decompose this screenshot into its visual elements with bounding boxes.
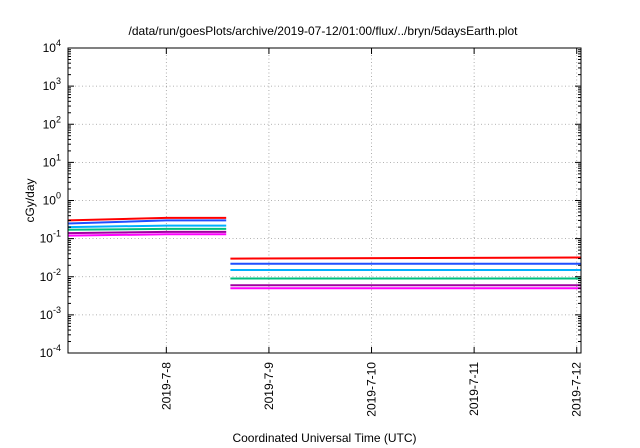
y-tick-label: 104 <box>43 38 61 55</box>
y-tick-label: 101 <box>43 152 61 169</box>
y-axis-label: cGy/day <box>23 178 37 222</box>
y-tick-label: 102 <box>43 114 61 131</box>
series-line <box>230 256 582 260</box>
y-tick-label: 100 <box>43 191 61 208</box>
y-tick-label: 10-4 <box>40 343 61 360</box>
x-axis-label: Coordinated Universal Time (UTC) <box>232 431 416 445</box>
series-line <box>67 219 227 225</box>
grid <box>68 48 581 353</box>
chart-title: /data/run/goesPlots/archive/2019-07-12/0… <box>129 24 519 38</box>
series-line <box>67 230 227 235</box>
y-tick-label: 103 <box>43 76 61 93</box>
series-line <box>67 227 227 231</box>
y-tick-label: 10-3 <box>40 305 61 322</box>
x-tick-label: 2019-7-12 <box>570 362 584 417</box>
axis-ticks: 10-4 10-3 10-2 10-1 100 101 102 103 104 2019-7-8 2… <box>40 38 584 417</box>
series-line <box>67 224 227 229</box>
x-tick-label: 2019-7-8 <box>159 362 173 410</box>
y-tick-label: 10-1 <box>40 229 61 246</box>
plot-series <box>67 216 582 290</box>
x-tick-label: 2019-7-10 <box>365 362 379 417</box>
series-line <box>67 216 227 222</box>
y-tick-label: 10-2 <box>40 267 61 284</box>
x-tick-label: 2019-7-11 <box>467 362 481 416</box>
series-line <box>67 233 227 237</box>
x-tick-label: 2019-7-9 <box>262 362 276 410</box>
